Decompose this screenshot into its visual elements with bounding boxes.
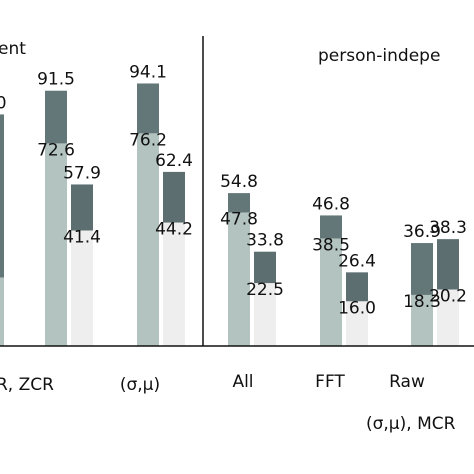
value-label-low-s1-c1: 72.6 (37, 140, 75, 160)
value-label-top-s2-c1: 57.9 (63, 163, 101, 183)
bar-low-s2-c5 (437, 289, 459, 346)
value-label-top-s2-c3: 33.8 (246, 231, 284, 251)
category-label-6: (σ,μ), MCR (366, 414, 456, 434)
bar-top-s1-c0 (0, 114, 4, 278)
bar-low-s1-c1 (45, 143, 67, 346)
bar-low-s1-c5 (411, 294, 433, 346)
value-label-low-s2-c5: 20.2 (429, 287, 467, 307)
value-label-top-s1-c3: 54.8 (220, 172, 258, 192)
value-label-low-s1-c0: .5 (0, 275, 1, 295)
value-label-low-s2-c2: 44.2 (155, 220, 193, 240)
value-label-low-s1-c2: 76.2 (129, 130, 167, 150)
value-label-top-s1-c5: 36.9 (403, 222, 441, 242)
bar-low-s1-c2 (137, 133, 159, 346)
value-label-low-s1-c5: 18.3 (403, 292, 441, 312)
bar-low-s1-c0 (0, 277, 4, 346)
value-label-low-s1-c3: 47.8 (220, 210, 258, 230)
bar-low-s1-c3 (228, 212, 250, 346)
bar-low-s2-c3 (254, 283, 276, 346)
group-title-left: ent (0, 39, 26, 59)
value-label-top-s1-c4: 46.8 (312, 194, 350, 214)
category-label-3: All (232, 372, 253, 392)
category-label-5: Raw (389, 372, 425, 392)
category-label-2: (σ,μ) (120, 375, 160, 395)
value-label-low-s2-c1: 41.4 (63, 227, 101, 247)
value-label-top-s2-c5: 38.3 (429, 218, 467, 238)
bar-top-s1-c1 (45, 90, 67, 144)
category-label-1: R, ZCR (0, 375, 54, 395)
value-label-top-s2-c4: 26.4 (338, 251, 376, 271)
bar-top-s1-c4 (320, 215, 342, 239)
value-label-low-s2-c3: 22.5 (246, 280, 284, 300)
bar-low-s2-c4 (346, 301, 368, 346)
bar-top-s2-c1 (71, 184, 93, 231)
labels-layer: 3.0 .5 91.5 72.6 94.1 76.2 54.8 47.8 46.8 38.5 36.… (0, 62, 467, 318)
bar-top-s1-c3 (228, 193, 250, 213)
value-label-top-s1-c0: 3.0 (0, 93, 7, 113)
bar-low-s1-c4 (320, 238, 342, 346)
bar-low-s2-c1 (71, 230, 93, 346)
group-title-right: person-indepe (318, 46, 440, 66)
value-label-low-s1-c4: 38.5 (312, 236, 350, 256)
bar-low-s2-c2 (163, 222, 185, 346)
bar-top-s2-c3 (254, 251, 276, 284)
value-label-top-s2-c2: 62.4 (155, 151, 193, 171)
bar-top-s2-c2 (163, 171, 185, 223)
category-label-4: FFT (315, 372, 345, 392)
bar-top-s1-c2 (137, 83, 159, 134)
bar-top-s2-c4 (346, 272, 368, 302)
value-label-top-s1-c1: 91.5 (37, 70, 75, 90)
bars-layer (0, 83, 459, 346)
value-label-top-s1-c2: 94.1 (129, 62, 167, 82)
bar-top-s2-c5 (437, 239, 459, 290)
bar-top-s1-c5 (411, 243, 433, 295)
value-label-low-s2-c4: 16.0 (338, 298, 376, 318)
